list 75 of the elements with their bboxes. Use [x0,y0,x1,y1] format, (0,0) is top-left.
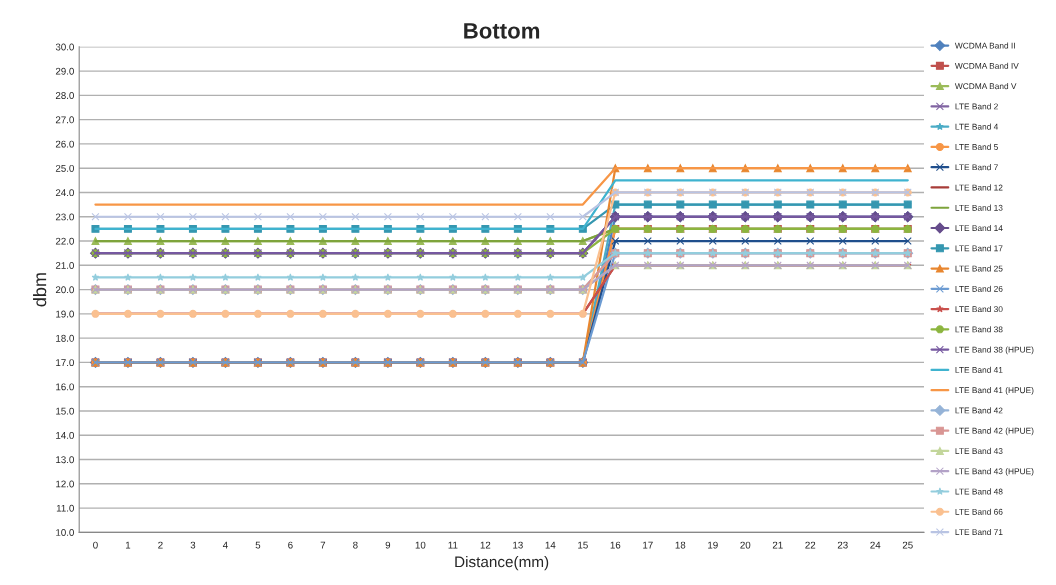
legend-label: WCDMA Band II [954,42,1015,49]
legend-label: LTE Band 38 [955,326,1003,333]
legend-label: LTE Band 42 (HPUE) [955,427,1034,436]
x-tick-label: 24 [870,541,881,549]
y-tick-label: 27.0 [55,116,74,124]
y-tick-label: 14.0 [56,431,74,439]
x-tick-label: 17 [643,541,653,549]
y-tick-label: 20.0 [55,286,74,294]
y-axis-title: dbm [33,273,47,307]
x-tick-label: 13 [513,541,523,549]
x-tick-label: 7 [320,541,326,549]
legend-label: LTE Band 41 [955,366,1003,373]
y-tick-label: 13.0 [56,456,74,464]
x-tick-label: 6 [288,541,293,549]
x-axis-title: Distance(mm) [455,556,549,571]
x-tick-label: 16 [610,541,621,549]
y-tick-label: 10.0 [56,529,74,536]
x-tick-label: 22 [805,541,816,549]
y-tick-label: 30.0 [55,43,74,51]
legend-label: LTE Band 14 [955,224,1003,232]
y-tick-label: 15.0 [56,407,74,415]
x-tick-label: 4 [222,541,228,549]
y-tick-label: 22.0 [55,237,74,245]
legend-label: LTE Band 48 [955,488,1003,495]
legend-label: LTE Band 66 [955,508,1003,515]
x-tick-label: 18 [675,541,686,549]
chart-title: Bottom [464,23,540,39]
y-tick-label: 23.0 [55,213,74,221]
x-tick-label: 2 [158,541,163,549]
x-tick-label: 5 [255,541,261,549]
legend-label: LTE Band 17 [955,245,1003,252]
x-tick-label: 9 [385,541,391,549]
y-tick-label: 29.0 [55,67,74,75]
x-tick-label: 12 [480,541,491,549]
y-tick-label: 12.0 [56,480,74,488]
y-tick-label: 11.0 [56,504,74,512]
y-tick-label: 17.0 [56,359,74,367]
y-tick-label: 26.0 [55,140,74,148]
y-tick-label: 16.0 [56,383,74,391]
y-tick-label: 25.0 [55,164,74,172]
x-tick-label: 15 [578,541,588,549]
legend-label: LTE Band 43 (HPUE) [955,468,1034,476]
y-tick-label: 21.0 [55,262,74,269]
legend-label: LTE Band 41 (HPUE) [955,387,1034,395]
legend-label: LTE Band 25 [955,265,1003,272]
legend-label: LTE Band 71 [955,528,1003,536]
x-tick-label: 11 [448,541,458,549]
y-tick-label: 19.0 [56,310,74,318]
x-tick-label: 20 [740,541,751,549]
legend-label: LTE Band 5 [955,143,998,150]
legend-label: LTE Band 30 [955,305,1003,313]
legend-label: LTE Band 2 [955,103,998,110]
legend-label: LTE Band 12 [955,184,1003,191]
legend-label: LTE Band 13 [955,204,1003,211]
x-tick-label: 23 [837,541,848,549]
x-tick-label: 0 [93,541,98,549]
x-tick-label: 1 [125,541,131,549]
x-tick-label: 19 [708,541,718,549]
legend-label: WCDMA Band IV [954,62,1019,69]
x-tick-label: 10 [415,541,426,549]
legend-label: LTE Band 26 [955,285,1003,292]
y-tick-label: 18.0 [56,334,74,342]
x-tick-label: 21 [772,541,783,549]
y-tick-label: 24.0 [55,189,74,197]
y-tick-label: 28.0 [55,92,74,99]
legend-label: LTE Band 7 [955,164,998,171]
x-tick-label: 14 [545,541,556,549]
x-tick-label: 25 [902,541,913,549]
legend-label: LTE Band 38 (HPUE) [955,346,1034,355]
legend-label: LTE Band 4 [955,123,999,130]
legend-label: LTE Band 42 [955,407,1003,414]
legend-label: LTE Band 43 [955,447,1003,454]
legend-label: WCDMA Band V [954,83,1017,90]
x-tick-label: 8 [353,541,358,549]
x-tick-label: 3 [190,541,196,549]
